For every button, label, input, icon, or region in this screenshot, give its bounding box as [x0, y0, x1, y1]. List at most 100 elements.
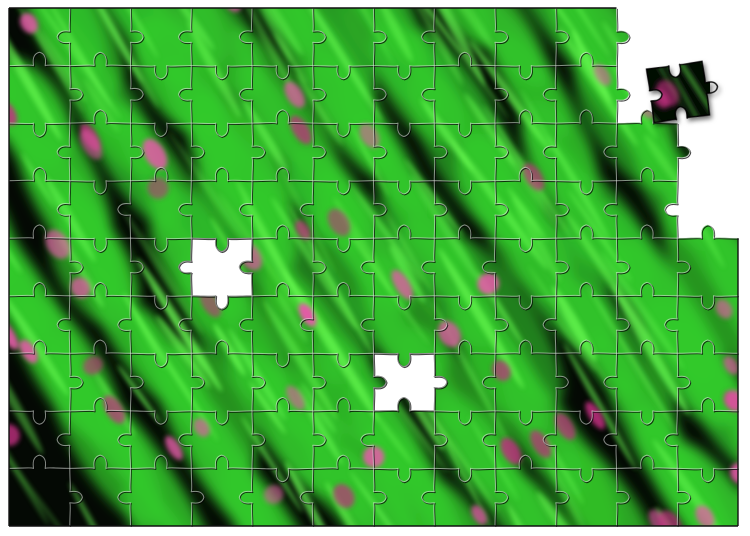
cut-line-vertical [555, 353, 569, 411]
cut-line-horizontal [191, 295, 253, 310]
cut-line-horizontal [555, 51, 617, 67]
cut-line-horizontal-shadow [9, 411, 71, 426]
cut-line-vertical-shadow [252, 123, 267, 182]
cut-line-horizontal-shadow [313, 65, 375, 81]
cut-line-vertical [421, 238, 435, 296]
cut-line-vertical [238, 238, 253, 296]
cut-line-vertical [555, 238, 569, 296]
cut-line-horizontal-shadow [131, 167, 193, 183]
cut-line-vertical-shadow [313, 354, 327, 412]
cut-line-horizontal [191, 122, 253, 138]
cut-line-vertical [129, 238, 144, 296]
cut-line-vertical [542, 65, 557, 124]
cut-line-vertical [421, 65, 435, 124]
cut-line-vertical [238, 468, 253, 527]
cut-line-vertical [676, 238, 691, 296]
cut-line-horizontal-shadow [495, 455, 557, 470]
cut-line-vertical [542, 295, 557, 354]
cut-line-vertical [615, 295, 630, 354]
cut-line-vertical-shadow [70, 469, 84, 527]
cut-line-vertical-shadow [70, 66, 84, 125]
cut-line-horizontal-shadow [374, 468, 436, 484]
cut-line-horizontal [494, 339, 556, 354]
cut-line-horizontal [555, 339, 617, 354]
cut-line-horizontal [434, 467, 496, 483]
cut-line-vertical-shadow [495, 123, 510, 182]
cut-line-vertical [542, 410, 557, 469]
cut-line-horizontal [8, 122, 70, 138]
cut-line-horizontal-shadow [131, 123, 193, 138]
cut-line-horizontal-shadow [556, 52, 618, 68]
cut-line-horizontal-shadow [495, 296, 557, 311]
cut-line-vertical [299, 180, 314, 239]
cut-line-horizontal [251, 352, 313, 368]
cut-line-horizontal [8, 166, 70, 182]
cut-line-horizontal-shadow [374, 65, 436, 81]
cut-line-horizontal-shadow [313, 238, 375, 254]
cut-line-vertical-shadow [495, 66, 510, 125]
cut-line-horizontal-shadow [313, 397, 375, 413]
cut-line-horizontal [494, 454, 556, 469]
piece-edges [8, 7, 739, 527]
cut-line-horizontal [616, 281, 678, 297]
cut-line-vertical [603, 180, 618, 239]
cut-line-horizontal [191, 65, 253, 80]
cut-line-horizontal [8, 224, 70, 239]
cut-line-horizontal-shadow [192, 167, 253, 183]
cut-line-horizontal [373, 224, 435, 239]
cut-line-horizontal-shadow [495, 65, 557, 81]
cut-line-horizontal-shadow [678, 296, 739, 311]
cut-line-vertical-shadow [616, 469, 631, 527]
cut-line-horizontal-shadow [495, 238, 557, 254]
cut-line-horizontal-shadow [495, 340, 557, 355]
cut-line-horizontal [191, 454, 253, 469]
cut-line-horizontal-shadow [192, 296, 253, 311]
cut-line-horizontal [555, 281, 617, 297]
cut-line-vertical-shadow [495, 8, 510, 67]
cut-line-horizontal [616, 454, 678, 469]
cut-line-vertical-shadow [616, 8, 631, 67]
cut-line-horizontal [434, 122, 496, 138]
cut-line-horizontal-shadow [617, 455, 679, 470]
cut-line-vertical [117, 468, 132, 527]
cut-line-horizontal-shadow [435, 468, 496, 484]
cut-line-horizontal-shadow [678, 225, 739, 240]
cut-line-vertical [238, 180, 253, 239]
cut-line-horizontal [191, 237, 253, 253]
cut-line-vertical-shadow [677, 469, 692, 527]
cut-line-horizontal [312, 396, 374, 412]
cut-line-horizontal-shadow [9, 282, 71, 298]
cut-line-vertical [56, 295, 71, 354]
cut-line-vertical [238, 65, 253, 124]
cut-line-horizontal-shadow [617, 110, 679, 125]
cut-line-vertical-shadow [373, 66, 388, 125]
cut-line-horizontal [555, 180, 617, 195]
cut-line-vertical-shadow [373, 354, 388, 412]
cut-line-horizontal-shadow [435, 123, 496, 138]
cut-line-vertical-shadow [373, 123, 388, 182]
cut-line-horizontal-shadow [9, 52, 71, 68]
cut-line-vertical [481, 410, 496, 469]
cut-line-vertical [555, 7, 569, 66]
cut-line-horizontal [251, 109, 313, 124]
cut-line-vertical [555, 180, 569, 239]
cut-line-vertical [372, 353, 387, 411]
cut-line-horizontal [312, 281, 374, 297]
cut-line-vertical [190, 468, 205, 527]
cut-line-vertical-shadow [556, 354, 570, 412]
cut-line-horizontal-shadow [435, 225, 496, 240]
cut-line-vertical [664, 295, 678, 354]
cut-line-vertical [494, 180, 509, 239]
cut-line-horizontal [677, 339, 739, 354]
cut-line-horizontal [434, 224, 496, 239]
cut-line-horizontal [312, 352, 374, 368]
cut-line-vertical [494, 7, 509, 66]
cut-line-horizontal-shadow [556, 110, 618, 125]
cut-line-horizontal [130, 454, 192, 469]
cut-line-horizontal-shadow [70, 238, 132, 254]
cut-line-vertical [372, 180, 387, 239]
cut-line-vertical [603, 123, 618, 181]
cut-line-vertical [251, 410, 266, 469]
cut-line-horizontal [312, 122, 374, 138]
